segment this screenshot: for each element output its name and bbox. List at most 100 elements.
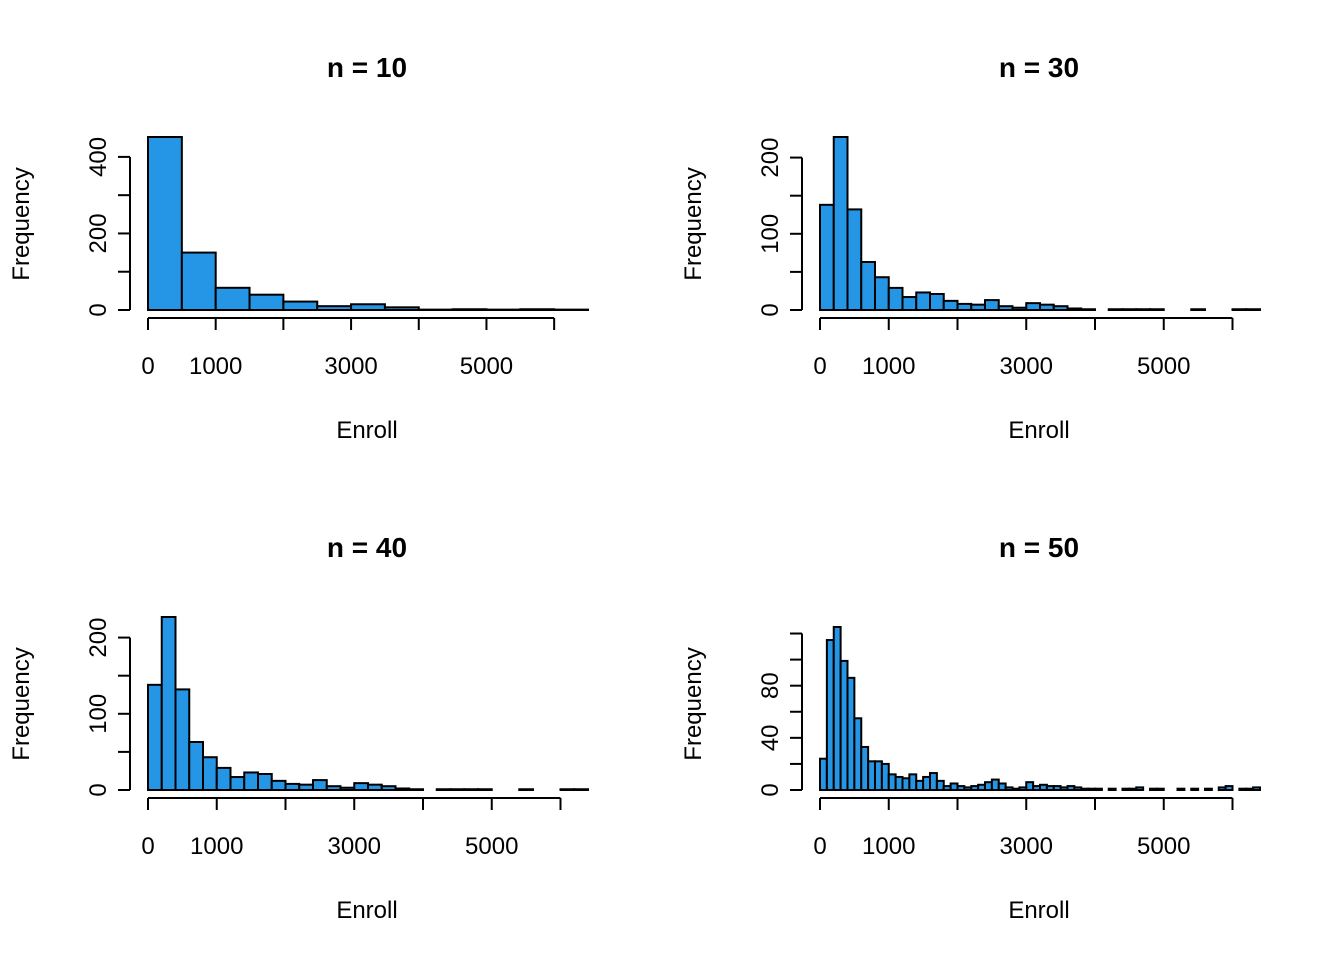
histogram-bar xyxy=(984,781,993,792)
histogram-bar xyxy=(1107,308,1124,311)
histogram-bar xyxy=(350,303,386,312)
histogram-bar xyxy=(435,788,452,792)
histogram-bar xyxy=(325,785,342,792)
x-tick-label: 1000 xyxy=(862,833,915,860)
histogram-bar xyxy=(1011,306,1028,311)
histogram-bar xyxy=(559,788,576,792)
x-tick-label: 5000 xyxy=(460,353,513,380)
histogram-bar xyxy=(901,777,911,791)
plot-area: 0 1000 3000 5000 0 40 80 xyxy=(757,626,1261,860)
histogram-bar xyxy=(1004,786,1014,792)
histogram-bar xyxy=(383,306,420,312)
y-tick-label: 80 xyxy=(757,672,784,699)
histogram-bar xyxy=(1190,787,1200,791)
histogram-bar xyxy=(1155,787,1165,791)
histogram-bar xyxy=(846,208,863,311)
histogram-bar xyxy=(243,771,259,792)
histogram-bar xyxy=(1245,308,1261,311)
panel-n-10: n = 10 Enroll Frequency 0 1000 3000 5000 0 20… xyxy=(8,52,590,444)
histogram-bar xyxy=(1039,783,1048,791)
panel-n-50: n = 50 Enroll Frequency 0 1000 3000 5000 0 40… xyxy=(680,532,1261,924)
histogram-bar xyxy=(819,203,835,312)
x-tick-label: 0 xyxy=(813,833,826,860)
panel-n-30: n = 30 Enroll Frequency 0 1000 3000 5000 0 10… xyxy=(680,52,1261,444)
y-axis-label: Frequency xyxy=(680,167,707,280)
plot-area: 0 1000 3000 5000 0 100 200 xyxy=(85,616,589,860)
histogram-bar xyxy=(1252,786,1261,792)
histogram-bar xyxy=(339,786,356,792)
histogram-bar xyxy=(997,305,1014,311)
histogram-bar xyxy=(463,788,479,792)
histogram-bar xyxy=(949,782,959,791)
histogram-bar xyxy=(519,308,556,312)
x-tick-label: 0 xyxy=(141,833,154,860)
histogram-bar xyxy=(929,292,945,312)
y-tick-label: 100 xyxy=(85,694,112,734)
histogram-bar xyxy=(1149,787,1158,791)
histogram-bar xyxy=(1176,787,1186,791)
x-tick-label: 1000 xyxy=(862,353,915,380)
x-tick-label: 3000 xyxy=(324,353,377,380)
histogram-bar xyxy=(1025,302,1041,311)
histogram-bar xyxy=(901,296,918,312)
histogram-bar xyxy=(860,260,876,311)
histogram-bar xyxy=(1231,308,1248,311)
histogram-bar xyxy=(1059,786,1069,792)
histogram-bar xyxy=(942,299,959,311)
y-tick-label: 0 xyxy=(85,783,112,796)
histogram-bar xyxy=(929,772,938,791)
histogram-bar xyxy=(1011,787,1021,791)
x-tick-label: 0 xyxy=(813,353,826,380)
y-tick-label: 0 xyxy=(85,303,112,316)
histogram-bar xyxy=(518,788,534,792)
histogram-bar xyxy=(970,785,980,792)
histogram-bar xyxy=(188,740,204,791)
plot-area: 0 1000 3000 5000 0 200 400 xyxy=(85,136,590,380)
histogram-bar xyxy=(1121,308,1138,311)
histogram-bar xyxy=(298,783,314,792)
y-tick-label: 100 xyxy=(757,214,784,254)
histogram-bar xyxy=(160,616,177,791)
histogram-bar xyxy=(874,276,890,311)
plot-area: 0 1000 3000 5000 0 100 200 xyxy=(757,136,1261,380)
panel-title: n = 40 xyxy=(327,532,407,563)
histogram-bar xyxy=(1032,785,1041,792)
x-tick-label: 5000 xyxy=(1137,353,1190,380)
histogram-bar xyxy=(312,779,328,792)
y-axis-label: Frequency xyxy=(8,647,35,760)
histogram-bar xyxy=(1217,786,1227,792)
histogram-bar xyxy=(367,783,383,792)
y-tick-label: 200 xyxy=(757,138,784,178)
histogram-bar xyxy=(963,786,973,792)
histogram-bar xyxy=(477,788,493,792)
histogram-bar xyxy=(380,785,397,792)
histogram-bar xyxy=(908,773,918,791)
histogram-bar xyxy=(573,788,589,792)
histogram-bar xyxy=(867,760,876,792)
histogram-bar xyxy=(449,788,466,792)
x-axis-label: Enroll xyxy=(1008,897,1069,924)
x-tick-label: 1000 xyxy=(189,353,242,380)
y-axis-label: Frequency xyxy=(680,647,707,760)
histogram-bar xyxy=(887,286,904,312)
histogram-bar xyxy=(229,776,246,792)
histogram-bar xyxy=(1045,785,1055,792)
histogram-bar xyxy=(1039,303,1055,311)
histogram-bar xyxy=(1080,787,1090,791)
histogram-bar xyxy=(887,773,897,791)
histogram-bar xyxy=(408,788,424,792)
histogram-bar xyxy=(922,775,931,792)
histogram-bar xyxy=(984,299,1000,311)
histogram-bar xyxy=(1245,787,1255,791)
histogram-bar xyxy=(853,717,863,792)
histogram-bar xyxy=(1149,308,1165,311)
histogram-bar xyxy=(1087,787,1096,791)
y-tick-label: 0 xyxy=(757,303,784,316)
histogram-bar xyxy=(202,756,218,791)
histogram-bar xyxy=(880,762,890,791)
histogram-bar xyxy=(270,779,287,791)
histogram-bar xyxy=(825,639,835,791)
y-tick-label: 40 xyxy=(757,724,784,751)
